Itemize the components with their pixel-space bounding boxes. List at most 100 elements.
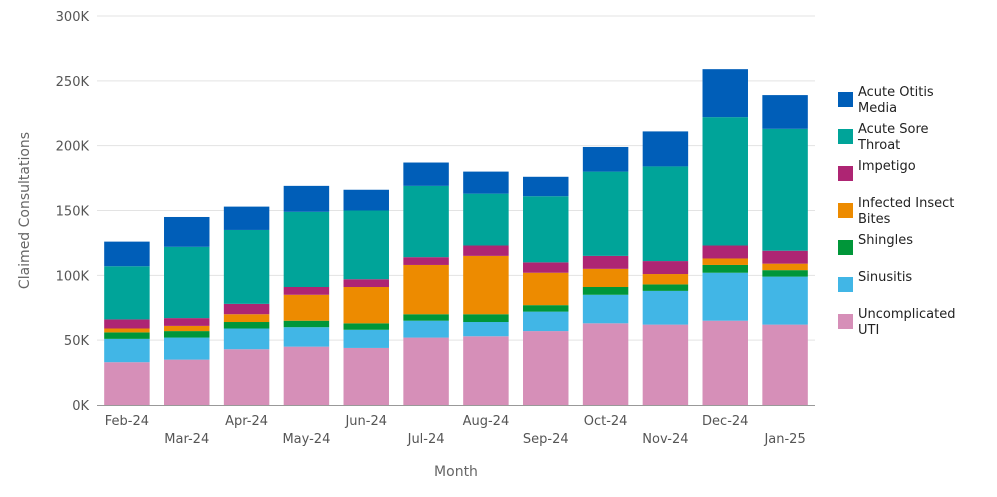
bar-segment [702,245,748,259]
bar-segment [223,303,270,315]
x-tick-label: Mar-24 [164,432,209,447]
bar-segment [463,322,509,337]
bar-segment [283,294,330,321]
bar-segment [762,276,808,325]
bar-segment [463,336,509,405]
gridlines [97,15,815,341]
y-axis-ticks: 0K 50K 100K 150K 200K 250K 300K [56,10,90,414]
bar-segment [343,210,389,280]
bar-segment [343,287,389,324]
legend-item: Shingles [838,233,913,255]
bar-segment [702,117,748,246]
y-tick-label: 250K [56,75,90,90]
bar-segment [642,166,689,262]
bar-segment [762,95,808,129]
bar-segment [762,250,808,264]
x-tick-label: Nov-24 [642,432,688,447]
bar-segment [702,69,748,118]
legend-swatch [838,240,853,255]
bar-segment [343,323,389,330]
bar-segment [702,264,748,273]
legend-item: Infected Insect Bites [838,196,954,227]
bar-segment [104,362,150,405]
y-tick-label: 300K [56,10,90,25]
bar-segment [762,270,808,277]
bar-segment [343,279,389,288]
bar-segment [702,258,748,265]
bar-segment [164,359,210,405]
x-axis-title: Month [434,464,478,480]
bar-segment [642,274,689,285]
legend-label: Acute Sore Throat [857,122,929,153]
bar-segment [463,245,509,256]
bar-segment [463,255,509,315]
bar-segment [403,257,449,265]
bar-segment [523,262,569,273]
bar-segment [523,311,569,332]
bar-segment [523,272,569,306]
bar-segment [164,331,210,338]
bar-segment [223,322,270,329]
legend-item: Impetigo [838,159,916,181]
bar-segment [283,320,330,328]
legend-swatch [838,277,853,292]
bar-segment [164,246,210,319]
x-tick-label: Oct-24 [584,414,628,429]
legend-swatch [838,92,853,107]
bar-segment [762,263,808,271]
bar-segment [283,287,330,295]
legend-swatch [838,166,853,181]
legend-label: Uncomplicated UTI [858,307,955,338]
bar-segment [523,331,569,405]
bar-segment [403,337,449,405]
bar-segment [403,320,449,338]
y-axis-title: Claimed Consultations [17,132,33,289]
legend-swatch [838,314,853,329]
x-tick-label: Jan-25 [763,432,805,447]
legend: Acute Otitis Media Acute Sore Throat Impetig… [838,85,955,338]
x-tick-label: Sep-24 [523,432,569,447]
bar-segment [642,290,689,325]
legend-label: Sinusitis [858,270,912,285]
bar-segment [582,146,629,172]
bar-segment [343,347,389,405]
x-tick-label: Jun-24 [344,414,387,429]
bar-segment [104,241,150,267]
bar-segment [104,328,150,333]
bar-segment [283,185,330,212]
bar-segment [104,266,150,320]
bar-segment [283,327,330,347]
bar-segment [582,268,629,288]
bar-segment [582,294,629,324]
x-tick-label: Aug-24 [463,414,510,429]
bar-segment [702,272,748,321]
bar-segment [642,131,689,167]
legend-item: Sinusitis [838,270,912,292]
bar-segment [582,255,629,269]
legend-item: Acute Sore Throat [838,122,929,153]
bar-segment [164,337,210,360]
bar-segment [642,284,689,291]
bar-segment [582,287,629,295]
y-tick-label: 150K [56,205,90,220]
bar-segment [702,320,748,405]
x-tick-label: Dec-24 [702,414,748,429]
legend-label: Acute Otitis Media [858,85,934,116]
bar-segment [582,171,629,256]
bar-segment [523,196,569,263]
bar-segment [343,189,389,211]
x-tick-label: Jul-24 [407,432,445,447]
y-tick-label: 0K [72,399,89,414]
y-tick-label: 50K [64,334,90,349]
x-tick-label: May-24 [282,432,330,447]
legend-label: Shingles [858,233,913,248]
x-axis-ticks: Feb-24 Mar-24 Apr-24 May-24 Jun-24 Jul-24 Aug-… [105,414,806,447]
bar-segment [223,328,270,350]
bar-segment [523,305,569,312]
bar-segment [104,319,150,329]
x-tick-label: Feb-24 [105,414,149,429]
bar-segment [403,314,449,321]
bar-segment [343,329,389,348]
bar-segment [403,185,449,258]
